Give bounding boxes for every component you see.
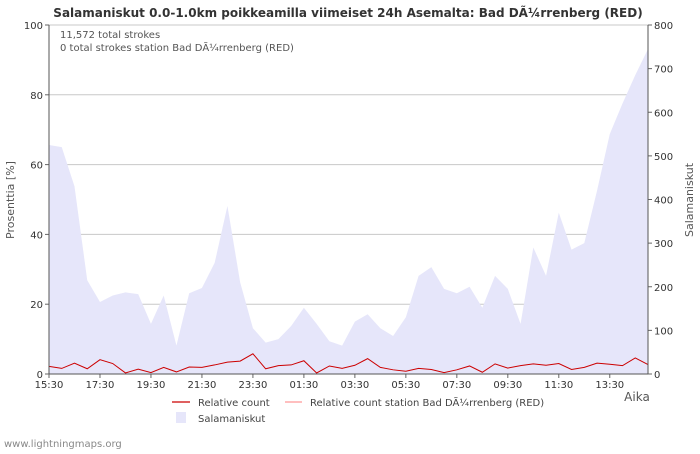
series-line-relative-count (48, 353, 649, 374)
legend-label-salamaniskut: Salamaniskut (198, 414, 265, 425)
legend-swatch-salamaniskut (176, 412, 186, 423)
x-tick-label: 21:30 (188, 380, 217, 391)
y-left-tick-label: 60 (30, 161, 43, 172)
y-right-tick-label: 700 (654, 65, 673, 76)
y-right-tick-label: 400 (654, 196, 673, 207)
y-right-tick-label: 300 (654, 239, 673, 250)
x-tick-label: 07:30 (442, 380, 471, 391)
x-tick-label: 15:30 (35, 380, 64, 391)
chart-title: Salamaniskut 0.0-1.0km poikkeamilla viim… (53, 5, 642, 20)
site-credit: www.lightningmaps.org (4, 439, 122, 450)
area-layer (49, 48, 648, 375)
x-tick-label: 13:30 (595, 380, 624, 391)
legend: Relative count Relative count station Ba… (172, 396, 544, 425)
legend-label-relative-count-station: Relative count station Bad DÃ¼rrenberg (… (310, 396, 544, 409)
y-left-tick-label: 100 (24, 21, 43, 32)
line-layer (48, 353, 649, 374)
annotation-total-strokes: 11,572 total strokes (60, 30, 160, 41)
y-left-tick-label: 0 (37, 370, 43, 381)
y-right-tick-label: 200 (654, 283, 673, 294)
y-right-tick-label: 0 (654, 370, 660, 381)
x-tick-label: 09:30 (493, 380, 522, 391)
axes: 0 20 40 60 80 100 0 100 200 300 400 500 600 700 800 15:… (24, 21, 673, 391)
x-tick-label: 03:30 (340, 380, 369, 391)
x-tick-label: 11:30 (544, 380, 573, 391)
y-left-tick-label: 20 (30, 300, 43, 311)
x-tick-label: 01:30 (289, 380, 318, 391)
y-left-tick-label: 80 (30, 91, 43, 102)
legend-label-relative-count: Relative count (198, 398, 270, 409)
y-right-tick-label: 800 (654, 21, 673, 32)
y-right-tick-label: 600 (654, 108, 673, 119)
x-tick-label: 23:30 (239, 380, 268, 391)
y-left-tick-label: 40 (30, 230, 43, 241)
y-right-tick-label: 100 (654, 326, 673, 337)
x-tick-label: 19:30 (137, 380, 166, 391)
series-area-salamaniskut (49, 48, 648, 375)
y-left-label: Prosenttia [%] (4, 161, 17, 239)
x-tick-label: 05:30 (391, 380, 420, 391)
y-right-label: Salamaniskut (683, 162, 696, 237)
x-axis-label: Aika (624, 390, 650, 404)
annotation-station-strokes: 0 total strokes station Bad DÃ¼rrenberg … (60, 41, 294, 54)
y-right-tick-label: 500 (654, 152, 673, 163)
x-tick-label: 17:30 (86, 380, 115, 391)
